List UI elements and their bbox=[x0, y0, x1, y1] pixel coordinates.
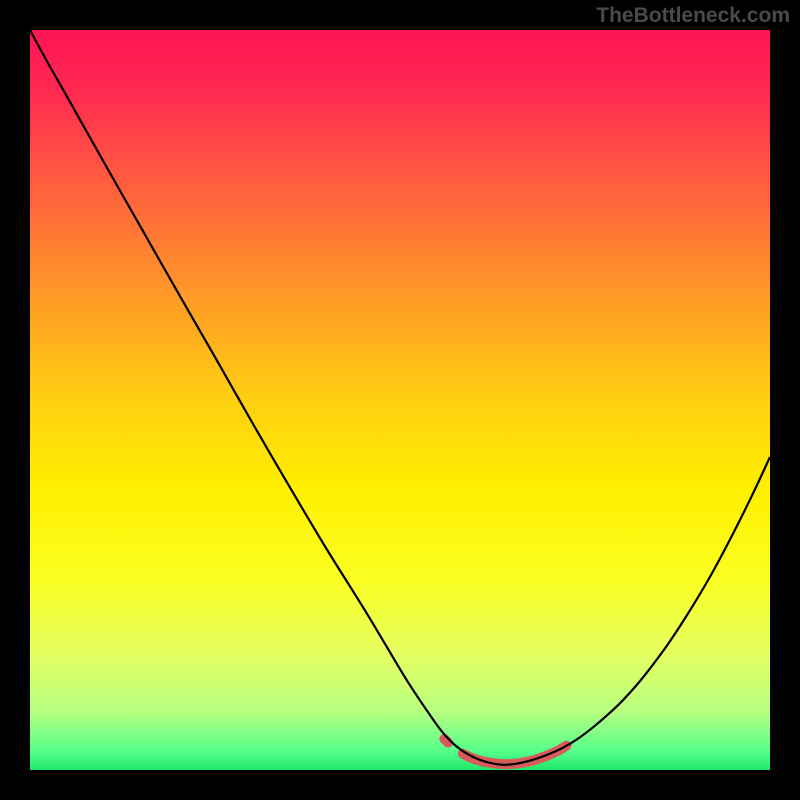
bottleneck-curve bbox=[30, 30, 770, 765]
plot-area bbox=[30, 30, 770, 770]
highlight-segment bbox=[463, 746, 567, 765]
chart-container: TheBottleneck.com bbox=[0, 0, 800, 800]
curve-layer bbox=[30, 30, 770, 770]
watermark-label: TheBottleneck.com bbox=[596, 4, 790, 28]
